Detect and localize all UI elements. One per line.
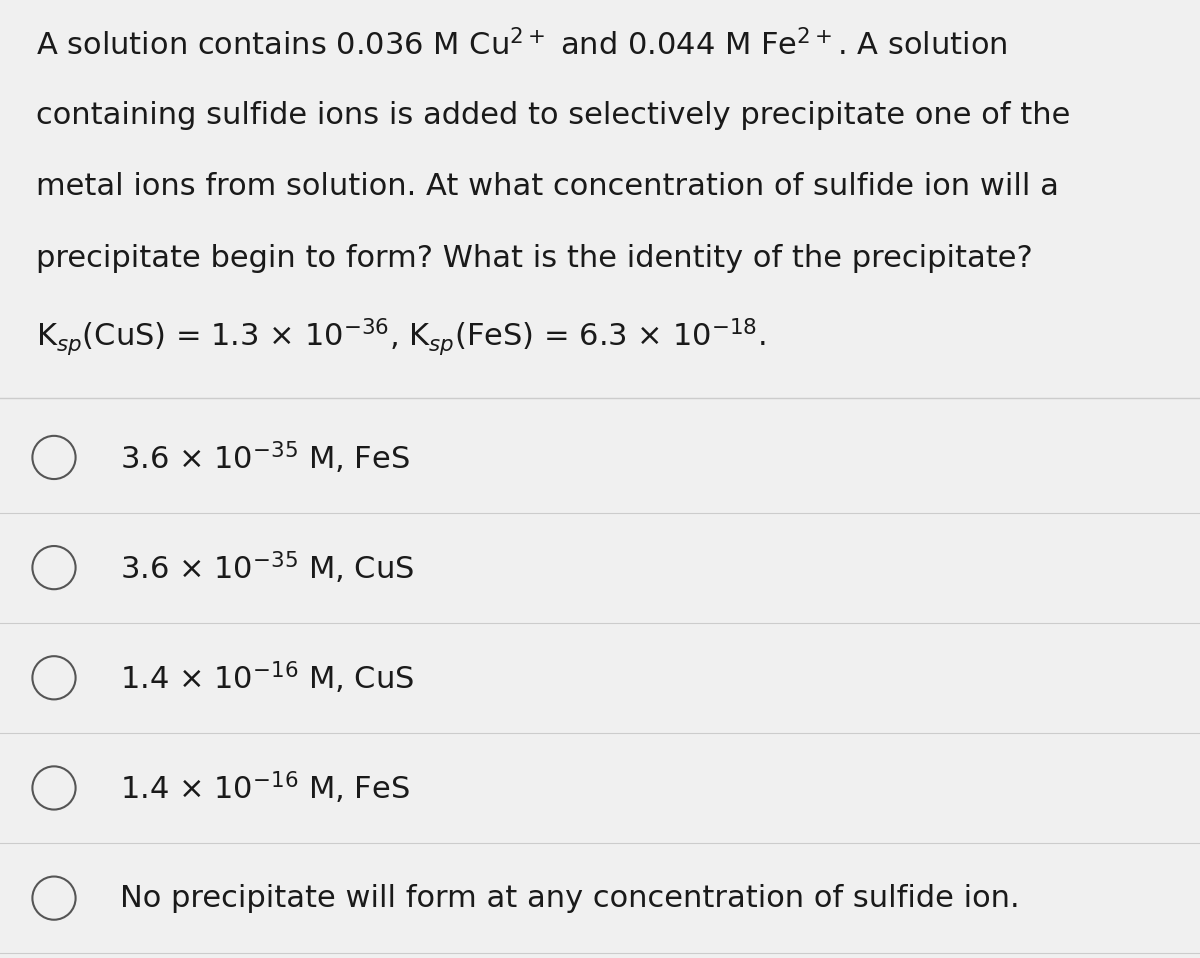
Text: A solution contains 0.036 M Cu$^{2+}$ and 0.044 M Fe$^{2+}$. A solution: A solution contains 0.036 M Cu$^{2+}$ an… bbox=[36, 29, 1008, 61]
Text: 1.4 × 10$^{-16}$ M, FeS: 1.4 × 10$^{-16}$ M, FeS bbox=[120, 769, 409, 807]
Text: 1.4 × 10$^{-16}$ M, CuS: 1.4 × 10$^{-16}$ M, CuS bbox=[120, 659, 414, 696]
Text: 3.6 × 10$^{-35}$ M, FeS: 3.6 × 10$^{-35}$ M, FeS bbox=[120, 439, 409, 476]
Text: No precipitate will form at any concentration of sulfide ion.: No precipitate will form at any concentr… bbox=[120, 883, 1020, 913]
Text: K$_{sp}$(CuS) = 1.3 × 10$^{-36}$, K$_{sp}$(FeS) = 6.3 × 10$^{-18}$.: K$_{sp}$(CuS) = 1.3 × 10$^{-36}$, K$_{sp… bbox=[36, 316, 766, 357]
Text: precipitate begin to form? What is the identity of the precipitate?: precipitate begin to form? What is the i… bbox=[36, 244, 1033, 273]
Text: metal ions from solution. At what concentration of sulfide ion will a: metal ions from solution. At what concen… bbox=[36, 172, 1058, 201]
Text: containing sulfide ions is added to selectively precipitate one of the: containing sulfide ions is added to sele… bbox=[36, 101, 1070, 129]
Text: 3.6 × 10$^{-35}$ M, CuS: 3.6 × 10$^{-35}$ M, CuS bbox=[120, 549, 414, 586]
